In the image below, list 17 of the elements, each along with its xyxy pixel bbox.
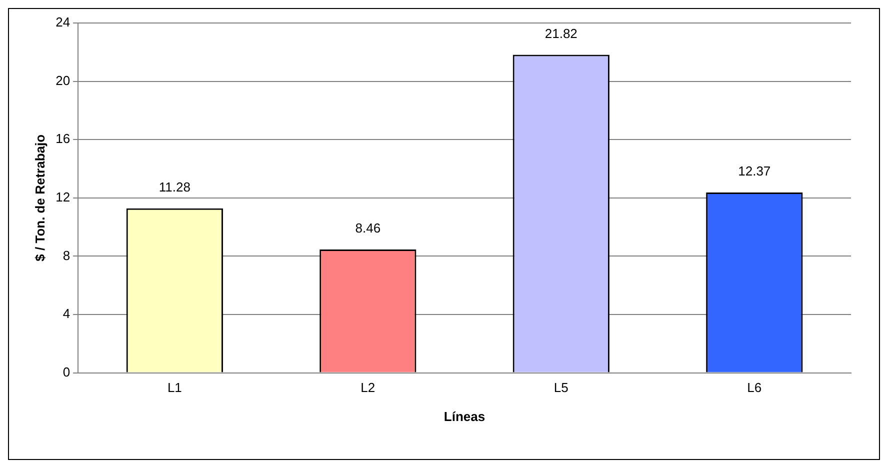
x-axis-title: Líneas bbox=[444, 408, 486, 424]
y-tick-label: 24 bbox=[56, 14, 70, 30]
y-tick-label: 0 bbox=[62, 364, 70, 380]
y-axis-title: $ / Ton. de Retrabajo bbox=[32, 134, 48, 262]
y-tick-label: 8 bbox=[62, 248, 70, 263]
x-tick-label: L1 bbox=[167, 380, 182, 396]
x-tick-label: L6 bbox=[747, 380, 762, 396]
data-label: 11.28 bbox=[158, 179, 190, 194]
data-label: 12.37 bbox=[738, 164, 771, 179]
data-label: 21.82 bbox=[544, 26, 578, 41]
y-tick-label: 20 bbox=[56, 72, 70, 88]
data-label: 8.46 bbox=[355, 220, 381, 236]
y-tick-label: 4 bbox=[62, 306, 70, 322]
y-tick-label: 16 bbox=[56, 131, 70, 146]
y-tick-label: 12 bbox=[56, 189, 70, 204]
x-tick-label: L2 bbox=[360, 380, 376, 396]
x-tick-label: L5 bbox=[554, 380, 568, 396]
